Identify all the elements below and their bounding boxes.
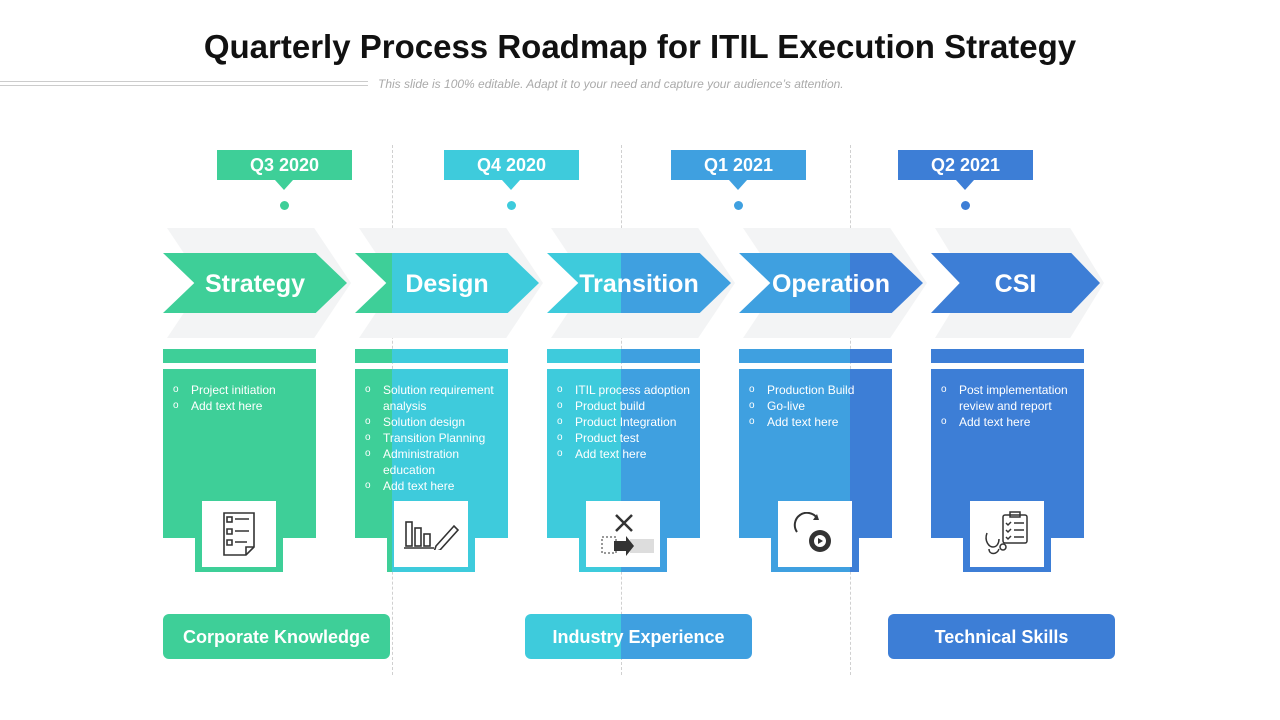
list-item: Add text here [365,478,500,494]
stage-item-list: Production BuildGo-liveAdd text here [749,382,884,430]
list-item: Add text here [749,414,884,430]
list-item: Product Integration [557,414,692,430]
list-item: Solution design [365,414,500,430]
list-item: Transition Planning [365,430,500,446]
card-header-strip [547,349,700,363]
pill-technical-skills: Technical Skills [888,614,1115,659]
stage-item-list: Project initiationAdd text here [173,382,308,414]
list-item: Administration education [365,446,500,478]
list-item: Add text here [941,414,1076,430]
card-header-strip [931,349,1084,363]
timeline-dot [280,201,289,210]
stage-item-list: Post implementation review and reportAdd… [941,382,1076,430]
card-header-strip [739,349,892,363]
stage-card: Post implementation review and reportAdd… [931,369,1084,538]
timeline-dot [961,201,970,210]
list-item: Product test [557,430,692,446]
chart-pencil-icon [394,501,468,567]
arrow-down-icon [502,180,520,190]
page-title: Quarterly Process Roadmap for ITIL Execu… [203,28,1077,65]
quarter-label: Q3 2020 [217,150,352,180]
arrow-down-icon [956,180,974,190]
title-rule [0,81,368,82]
stage-chevron-operation: Operation [739,253,923,313]
list-item: Production Build [749,382,884,398]
list-item: Post implementation review and report [941,382,1076,414]
gear-cycle-icon [778,501,852,567]
list-item: ITIL process adoption [557,382,692,398]
card-header-strip [163,349,316,363]
stage-chevron-strategy: Strategy [163,253,347,313]
stage-item-list: Solution requirement analysisSolution de… [365,382,500,494]
list-item: Product build [557,398,692,414]
tools-transfer-icon [586,501,660,567]
list-item: Add text here [557,446,692,462]
list-item: Project initiation [173,382,308,398]
list-item: Add text here [173,398,308,414]
stage-chevron-csi: CSI [931,253,1100,313]
pill-industry-experience: Industry Experience [525,614,752,659]
arrow-down-icon [729,180,747,190]
card-header-strip [355,349,508,363]
subtitle: This slide is 100% editable. Adapt it to… [378,77,844,91]
quarter-label: Q4 2020 [444,150,579,180]
list-item: Go-live [749,398,884,414]
pill-corporate-knowledge: Corporate Knowledge [163,614,390,659]
quarter-label: Q1 2021 [671,150,806,180]
timeline-dot [507,201,516,210]
stage-chevron-transition: Transition [547,253,731,313]
list-item: Solution requirement analysis [365,382,500,414]
timeline-dot [734,201,743,210]
clipboard-stethoscope-icon [970,501,1044,567]
arrow-down-icon [275,180,293,190]
title-rule [0,85,368,86]
stage-chevron-design: Design [355,253,539,313]
quarter-label: Q2 2021 [898,150,1033,180]
checklist-icon [202,501,276,567]
stage-item-list: ITIL process adoptionProduct buildProduc… [557,382,692,462]
